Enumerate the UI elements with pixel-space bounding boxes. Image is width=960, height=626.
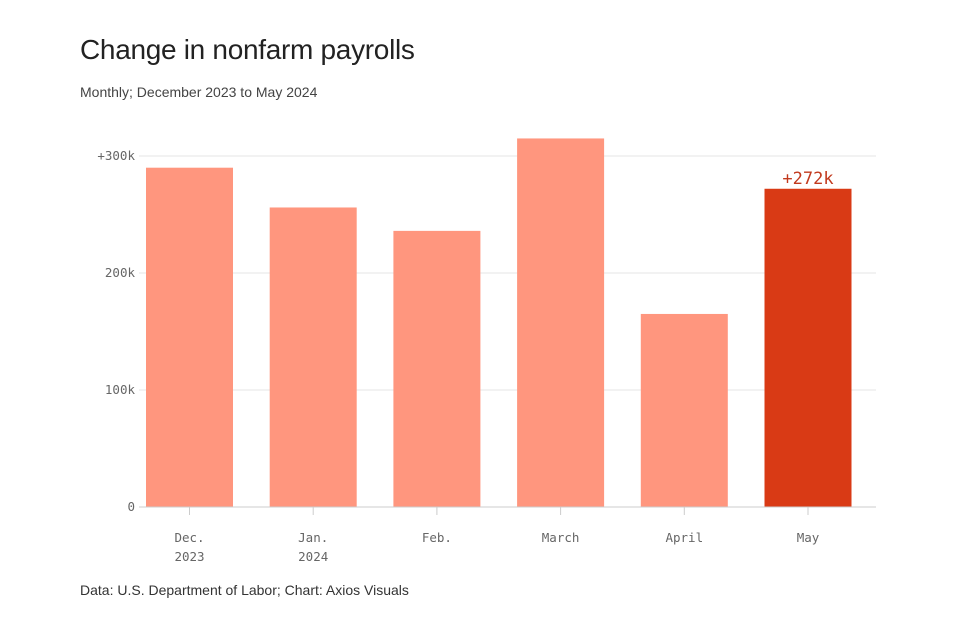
chart-source: Data: U.S. Department of Labor; Chart: A… [80,582,409,598]
x-tick-label: May [797,530,820,545]
data-label: +272k [782,169,833,189]
bar [146,167,233,507]
x-tick-label: 2024 [298,549,328,564]
y-tick-label: 200k [105,265,136,280]
bar [269,207,357,508]
chart-subtitle: Monthly; December 2023 to May 2024 [80,84,318,100]
x-tick-label: Feb. [422,530,452,545]
y-tick-label: +300k [97,148,135,163]
bar [393,230,481,507]
x-tick-label: 2023 [174,549,204,564]
x-tick-label: April [665,530,703,545]
y-tick-label: 0 [127,499,135,514]
y-tick-label: 100k [105,382,136,397]
bar [517,138,605,507]
chart-title: Change in nonfarm payrolls [80,34,415,65]
bar [640,313,728,507]
x-tick-label: Jan. [298,530,328,545]
bar [764,188,852,507]
x-tick-label: March [542,530,580,545]
x-tick-label: Dec. [174,530,204,545]
